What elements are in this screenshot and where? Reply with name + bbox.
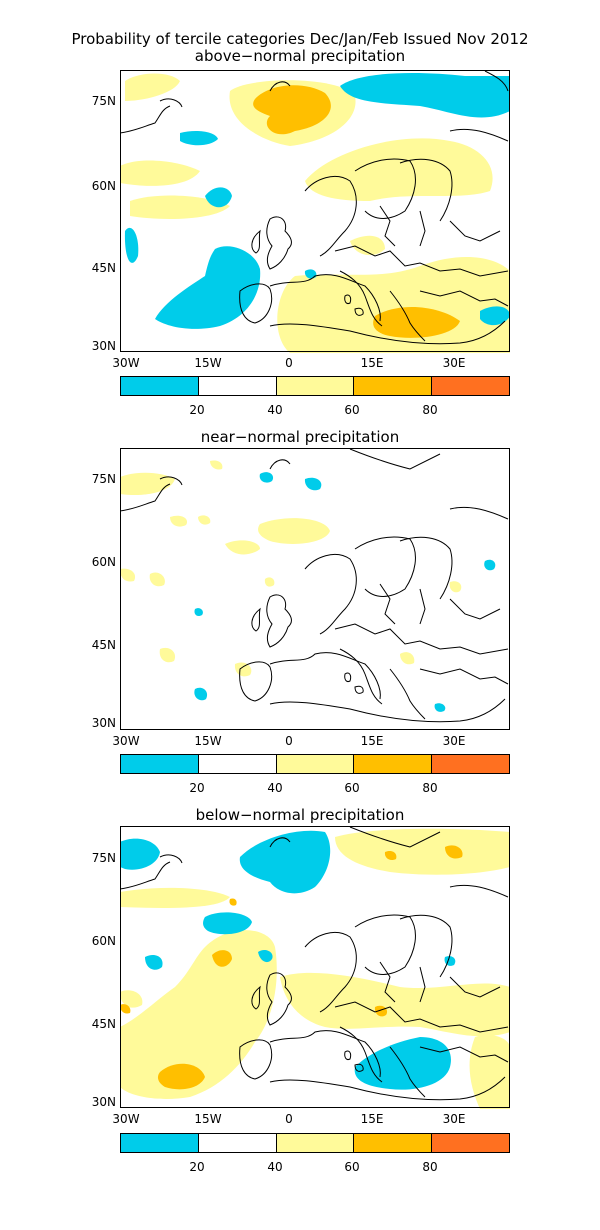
colorbar-near-normal [120,754,510,774]
panel-title-above-normal: above−normal precipitation [194,47,406,65]
figure-title: Probability of tercile categories Dec/Ja… [71,30,529,48]
lat-label-45n: 45N [91,1017,116,1031]
colorbar-label-60: 60 [344,781,360,795]
colorbar-seg-60-80 [354,377,433,395]
map-frame-near-normal [120,448,510,730]
colorbar-label-60: 60 [344,403,360,417]
colorbar-seg-40-60 [276,1134,355,1152]
colorbar-label-20: 20 [189,1160,205,1174]
map-below-normal[interactable] [120,827,510,1109]
colorbar-seg-20-40 [198,377,277,395]
lon-label-30e: 30E [442,1112,466,1126]
lat-label-30n: 30N [91,716,116,730]
lat-label-60n: 60N [91,934,116,948]
colorbar-label-20: 20 [189,781,205,795]
colorbar-label-40: 40 [267,403,283,417]
lon-label-30e: 30E [442,356,466,370]
colorbar-seg-40-60 [276,377,355,395]
lon-label-15w: 15W [194,356,222,370]
panel-title-near-normal: near−normal precipitation [200,428,400,446]
colorbar-seg-20-40 [198,1134,277,1152]
lon-label-0: 0 [285,734,293,748]
lat-label-75n: 75N [91,851,116,865]
colorbar-label-40: 40 [267,781,283,795]
map-above-normal[interactable] [120,71,510,353]
cyan-regions [124,73,510,329]
colorbar-seg-20-40 [198,755,277,773]
coastlines [120,71,509,345]
lat-label-45n: 45N [91,261,116,275]
colorbar-label-80: 80 [422,781,438,795]
colorbar-label-60: 60 [344,1160,360,1174]
lon-label-0: 0 [285,356,293,370]
colorbar-seg-60-80 [354,1134,433,1152]
cyan-regions [194,472,496,712]
cyan-regions [120,830,456,1090]
orange-regions [120,845,463,1090]
panel-title-below-normal: below−normal precipitation [195,806,405,824]
coastlines [120,449,509,723]
colorbar-seg-40-60 [276,755,355,773]
lat-label-60n: 60N [91,179,116,193]
map-near-normal[interactable] [120,449,510,731]
orange-regions [253,85,460,338]
lon-label-15e: 15E [360,356,384,370]
lat-label-75n: 75N [91,94,116,108]
colorbar-below-normal [120,1133,510,1153]
lat-label-45n: 45N [91,638,116,652]
lon-label-30w: 30W [112,356,140,370]
map-frame-below-normal [120,826,510,1108]
yellow-regions [120,460,462,677]
lon-label-30w: 30W [112,734,140,748]
colorbar-label-80: 80 [422,403,438,417]
colorbar-seg-80-100 [432,755,509,773]
lat-label-75n: 75N [91,472,116,486]
coastlines [120,827,509,1101]
colorbar-seg-0-20 [121,755,199,773]
lon-label-0: 0 [285,1112,293,1126]
lon-label-15w: 15W [194,734,222,748]
lat-label-60n: 60N [91,555,116,569]
colorbar-seg-0-20 [121,377,199,395]
colorbar-above-normal [120,376,510,396]
colorbar-seg-0-20 [121,1134,199,1152]
colorbar-label-40: 40 [267,1160,283,1174]
colorbar-label-80: 80 [422,1160,438,1174]
map-frame-above-normal [120,70,510,352]
lon-label-30w: 30W [112,1112,140,1126]
colorbar-seg-80-100 [432,377,509,395]
yellow-regions [120,828,510,1109]
lon-label-15e: 15E [360,734,384,748]
lon-label-15w: 15W [194,1112,222,1126]
lat-label-30n: 30N [91,339,116,353]
lon-label-15e: 15E [360,1112,384,1126]
colorbar-label-20: 20 [189,403,205,417]
colorbar-seg-60-80 [354,755,433,773]
lon-label-30e: 30E [442,734,466,748]
lat-label-30n: 30N [91,1095,116,1109]
colorbar-seg-80-100 [432,1134,509,1152]
